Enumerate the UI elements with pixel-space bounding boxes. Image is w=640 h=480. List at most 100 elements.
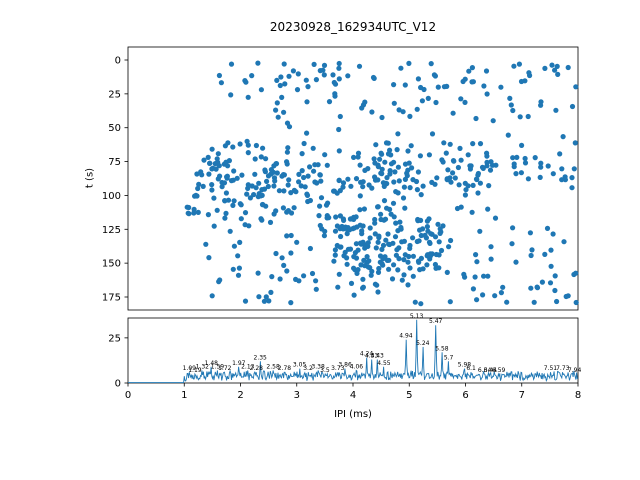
scatter-point: [406, 160, 412, 166]
scatter-point: [359, 228, 365, 234]
scatter-point: [227, 228, 233, 234]
scatter-point: [415, 169, 421, 175]
scatter-point: [522, 160, 529, 166]
scatter-point: [336, 271, 342, 277]
scatter-point: [433, 99, 439, 106]
scatter-point: [332, 252, 338, 258]
scatter-point: [549, 62, 555, 68]
scatter-point: [545, 163, 551, 169]
scatter-point: [367, 235, 373, 241]
scatter-point: [425, 95, 431, 101]
scatter-point: [310, 145, 316, 151]
scatter-point: [259, 202, 266, 208]
scatter-point: [473, 252, 479, 258]
scatter-point: [528, 285, 534, 291]
scatter-point: [446, 244, 452, 250]
scatter-point: [279, 255, 285, 261]
peak-label: 4.55: [377, 360, 391, 367]
scatter-point: [477, 180, 483, 186]
scatter-point: [401, 257, 407, 263]
peak-label: 3.73: [331, 365, 345, 372]
scatter-point: [420, 183, 426, 189]
scatter-point: [404, 173, 410, 179]
scatter-point: [320, 67, 326, 73]
scatter-point: [324, 162, 330, 168]
scatter-point: [334, 242, 340, 249]
scatter-point: [516, 61, 523, 67]
scatter-point: [356, 63, 363, 69]
scatter-point: [379, 246, 385, 252]
scatter-point: [481, 83, 487, 89]
scatter-point: [518, 170, 525, 176]
scatter-point: [332, 91, 338, 97]
peak-label: 5.24: [416, 340, 430, 347]
scatter-point: [266, 298, 272, 304]
scatter-point: [357, 222, 363, 228]
scatter-point: [429, 131, 436, 137]
scatter-point: [243, 79, 249, 85]
scatter-point: [337, 113, 343, 120]
scatter-point: [441, 140, 447, 146]
scatter-point: [322, 152, 328, 158]
scatter-point: [307, 245, 313, 252]
scatter-point: [338, 233, 344, 240]
peak-label: 1.97: [232, 360, 246, 367]
peak-label: 2.35: [254, 354, 268, 361]
scatter-point: [236, 265, 242, 271]
scatter-point: [340, 184, 346, 190]
x-axis-label: IPI (ms): [334, 409, 372, 420]
scatter-point: [239, 172, 245, 178]
scatter-point: [444, 83, 450, 89]
scatter-point: [394, 247, 400, 253]
scatter-point: [263, 294, 269, 300]
scatter-point: [413, 178, 420, 185]
scatter-point: [336, 60, 342, 67]
scatter-point: [252, 156, 258, 162]
scatter-point: [405, 148, 411, 154]
scatter-point: [409, 165, 415, 171]
scatter-point: [253, 142, 259, 149]
scatter-point: [304, 191, 310, 197]
scatter-point: [443, 150, 449, 156]
scatter-point: [351, 225, 357, 231]
scatter-point: [373, 245, 379, 251]
scatter-point: [573, 84, 579, 90]
x-tick-label: 0: [125, 390, 131, 401]
scatter-point: [401, 184, 407, 190]
scatter-point: [573, 299, 579, 306]
scatter-point: [395, 267, 401, 273]
scatter-point: [332, 247, 338, 253]
scatter-point: [528, 252, 534, 259]
scatter-point: [279, 173, 285, 179]
scatter-point: [334, 223, 340, 229]
scatter-point: [418, 192, 424, 198]
scatter-point: [268, 171, 274, 177]
scatter-point: [458, 96, 464, 102]
scatter-point: [527, 230, 534, 236]
scatter-point: [345, 246, 351, 252]
peak-label: 2.13: [241, 363, 255, 370]
scatter-point: [437, 230, 443, 236]
scatter-point: [369, 185, 375, 191]
scatter-point: [465, 183, 471, 189]
scatter-point: [555, 71, 561, 77]
scatter-point: [284, 120, 291, 126]
scatter-point: [304, 99, 310, 105]
scatter-point: [298, 183, 304, 189]
scatter-point: [263, 156, 269, 162]
scatter-point: [358, 241, 364, 247]
scatter-point: [326, 99, 333, 105]
scatter-point: [552, 273, 558, 279]
scatter-point: [357, 193, 363, 199]
scatter-point: [186, 204, 192, 211]
scatter-point: [185, 210, 191, 216]
scatter-point: [274, 77, 280, 83]
scatter-point: [288, 232, 294, 239]
scatter-point: [391, 82, 397, 88]
peak-label: 2.58: [266, 363, 280, 370]
scatter-point: [398, 65, 404, 71]
scatter-point: [538, 102, 544, 108]
scatter-point: [282, 81, 288, 87]
scatter-point: [345, 176, 351, 182]
